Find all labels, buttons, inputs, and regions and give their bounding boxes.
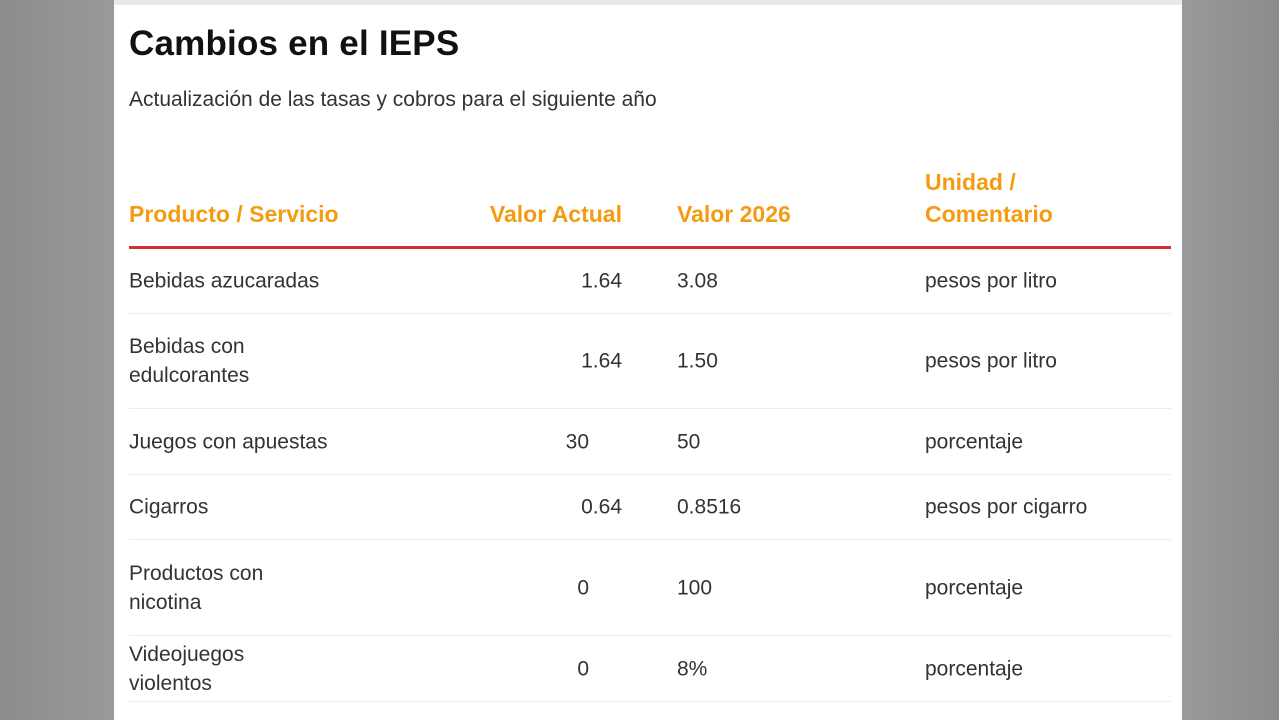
card-title: Cambios en el IEPS	[129, 24, 460, 63]
cell-current-value: 1.64	[581, 349, 622, 373]
cell-value-2026: 8%	[677, 657, 708, 680]
cell-product: Productos con nicotina	[129, 561, 264, 614]
cell-unit: pesos por litro	[925, 269, 1057, 293]
cell-value-2026: 50	[677, 430, 701, 453]
table-header: Producto / Servicio Valor Actual Valor 2…	[129, 160, 1171, 249]
cell-unit: porcentaje	[925, 576, 1024, 599]
table-row: Cigarros 0.64 0.8516 pesos por cigarro	[129, 475, 1171, 540]
cell-current-value: 1.64	[581, 269, 622, 293]
header-unit-comment: Unidad / Comentario	[925, 166, 1125, 230]
cell-current-value: 0.64	[581, 495, 622, 519]
header-value-2026: Valor 2026	[677, 201, 791, 227]
cell-product: Cigarros	[129, 495, 209, 519]
table-row: Juegos con apuestas 30 50 porcentaje	[129, 409, 1171, 475]
background-left	[0, 0, 114, 720]
top-divider	[114, 0, 1182, 5]
cell-unit: porcentaje	[925, 430, 1024, 453]
cell-product: Juegos con apuestas	[129, 430, 328, 453]
cell-unit: porcentaje	[925, 657, 1024, 680]
cell-current-value: 30	[565, 430, 589, 453]
cell-value-2026: 0.8516	[677, 495, 742, 519]
ieps-table: Producto / Servicio Valor Actual Valor 2…	[129, 160, 1171, 702]
header-unit-line2: Comentario	[925, 201, 1053, 227]
cell-product: Videojuegos violentos	[129, 642, 245, 695]
cell-value-2026: 100	[677, 576, 713, 599]
table-row: Bebidas con edulcorantes 1.64 1.50 pesos…	[129, 314, 1171, 409]
header-current-value: Valor Actual	[489, 201, 622, 227]
cell-current-value: 0	[577, 576, 589, 599]
cell-product: Bebidas con edulcorantes	[129, 335, 250, 387]
cell-unit: pesos por litro	[925, 349, 1057, 373]
cell-unit: pesos por cigarro	[925, 495, 1088, 519]
background-right	[1182, 0, 1279, 720]
card-subtitle: Actualización de las tasas y cobros para…	[129, 88, 657, 111]
table-row: Productos con nicotina 0 100 porcentaje	[129, 540, 1171, 636]
table-row: Videojuegos violentos 0 8% porcentaje	[129, 636, 1171, 702]
cell-value-2026: 3.08	[677, 269, 718, 293]
header-unit-line1: Unidad /	[925, 169, 1016, 195]
table-row: Bebidas azucaradas 1.64 3.08 pesos por l…	[129, 249, 1171, 314]
cell-product: Bebidas azucaradas	[129, 269, 320, 293]
ieps-card: Cambios en el IEPS Actualización de las …	[114, 0, 1182, 720]
cell-value-2026: 1.50	[677, 349, 718, 373]
header-product: Producto / Servicio	[129, 201, 339, 227]
cell-current-value: 0	[577, 657, 589, 680]
